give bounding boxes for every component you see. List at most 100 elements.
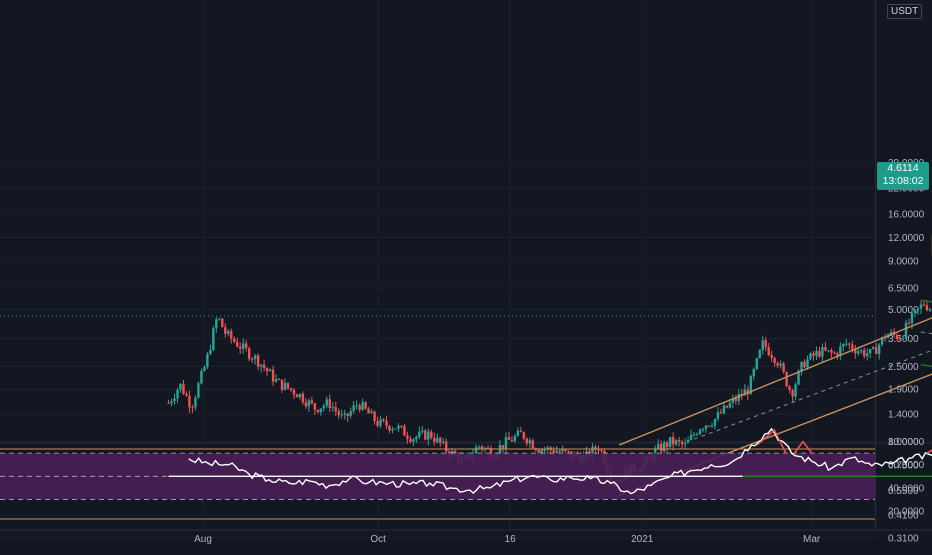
candle — [388, 425, 390, 433]
candle — [311, 397, 313, 405]
candle-body — [556, 451, 558, 453]
candle-body — [726, 406, 728, 408]
candle — [756, 358, 758, 371]
candle-body — [681, 442, 683, 444]
candle-body — [735, 398, 737, 400]
candle-body — [370, 412, 372, 414]
candle-body — [863, 350, 865, 356]
candle — [227, 329, 229, 336]
candle-body — [717, 412, 719, 419]
candle — [753, 367, 755, 380]
candle-body — [290, 388, 292, 390]
candle — [815, 347, 817, 360]
candle-body — [305, 402, 307, 406]
candle-body — [418, 432, 420, 437]
candle-body — [245, 343, 247, 348]
candle — [299, 393, 301, 399]
candle-body — [236, 342, 238, 347]
candle-body — [708, 426, 710, 427]
candle-body — [788, 386, 790, 390]
candle — [215, 317, 217, 333]
candle-body — [597, 450, 599, 451]
candle — [687, 437, 689, 444]
price-axis-tick: 0.3100 — [888, 533, 919, 544]
candle — [251, 357, 253, 363]
candle — [920, 300, 922, 313]
candle — [693, 432, 695, 437]
candle-body — [911, 313, 913, 323]
candle — [672, 432, 674, 450]
candle-body — [502, 445, 504, 449]
candle-body — [400, 426, 402, 427]
candle — [776, 361, 778, 368]
candle-body — [296, 394, 298, 397]
candle-body — [269, 370, 271, 371]
candle — [329, 394, 331, 412]
candle-body — [227, 331, 229, 334]
candle-body — [815, 351, 817, 356]
candle-body — [173, 398, 175, 401]
candle — [245, 340, 247, 352]
candle-body — [529, 440, 531, 443]
candle — [860, 349, 862, 354]
candle — [233, 336, 235, 343]
candle-body — [275, 379, 277, 382]
candle-body — [430, 432, 432, 438]
candle-body — [281, 380, 283, 390]
candle-body — [818, 351, 820, 357]
candle — [275, 374, 277, 383]
candle — [735, 395, 737, 405]
candle-body — [233, 339, 235, 342]
candle — [403, 424, 405, 436]
candle — [391, 427, 393, 434]
candle — [794, 382, 796, 400]
candle — [767, 343, 769, 356]
candle — [355, 400, 357, 409]
candle-body — [406, 436, 408, 439]
last-price-badge: 4.6114 13:08:02 — [877, 162, 929, 190]
candle-body — [678, 440, 680, 442]
candle — [385, 416, 387, 430]
candle-body — [266, 368, 268, 371]
candle — [773, 357, 775, 367]
candle — [803, 359, 805, 367]
candle-body — [329, 399, 331, 408]
candle-body — [308, 400, 310, 406]
candle-body — [523, 432, 525, 438]
currency-label[interactable]: USDT — [887, 4, 922, 19]
candle-body — [424, 430, 426, 439]
candle — [242, 338, 244, 354]
candle — [821, 343, 823, 362]
candle — [711, 422, 713, 428]
price-axis-tick: 1.4000 — [888, 409, 919, 420]
candle-body — [526, 439, 528, 444]
candle-body — [869, 349, 871, 353]
candle-body — [520, 431, 522, 432]
candle-body — [179, 384, 181, 390]
candle-body — [167, 403, 169, 404]
candle-body — [344, 413, 346, 414]
candle-body — [341, 414, 343, 415]
candle-body — [756, 358, 758, 369]
candle-body — [821, 347, 823, 357]
candle-body — [923, 305, 925, 306]
candle-body — [311, 400, 313, 403]
candle — [221, 318, 223, 327]
candle-body — [544, 450, 546, 451]
candle — [209, 345, 211, 356]
candle-body — [851, 345, 853, 350]
candle — [785, 371, 787, 387]
rsi-axis-tick: 20.0000 — [888, 507, 925, 518]
candle-body — [263, 365, 265, 368]
candle-body — [600, 450, 602, 451]
candle-body — [272, 370, 274, 382]
candle — [824, 342, 826, 352]
candle-body — [182, 384, 184, 394]
candle-body — [684, 443, 686, 444]
candle — [863, 347, 865, 358]
candle — [809, 352, 811, 360]
candle — [827, 350, 829, 352]
candle-body — [696, 434, 698, 435]
